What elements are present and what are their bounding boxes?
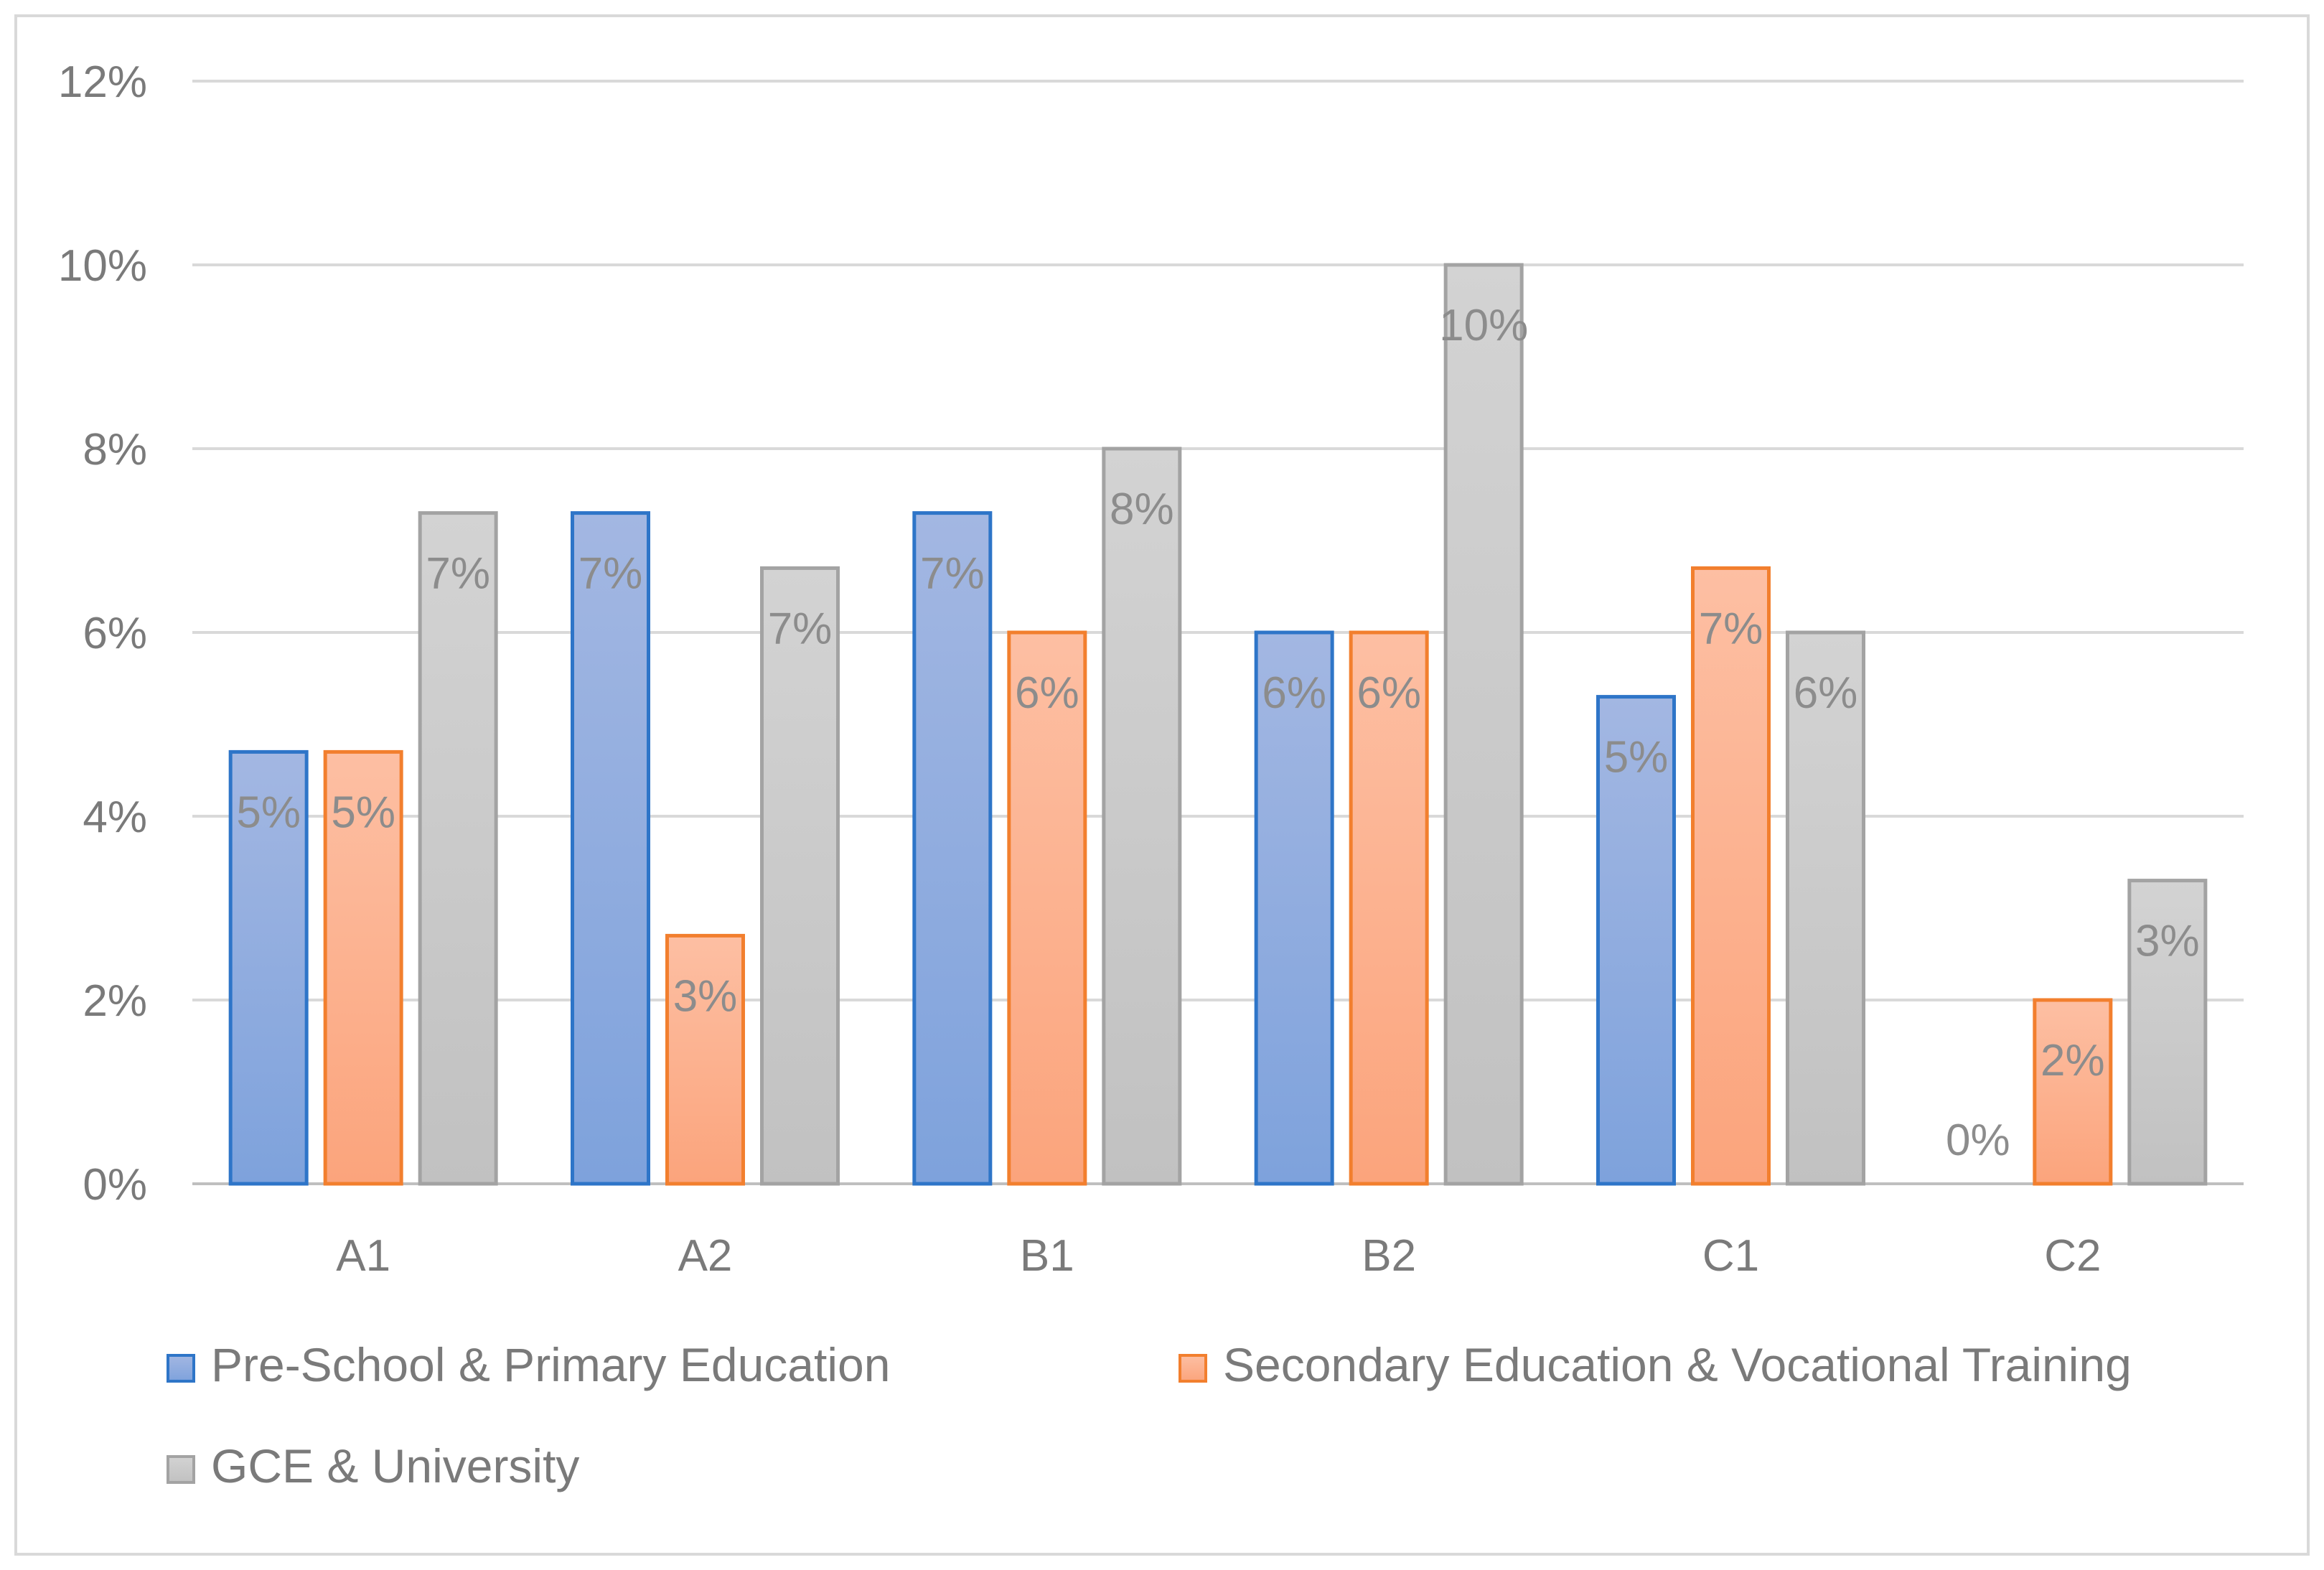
data-label: 5%: [331, 788, 395, 837]
y-tick-label: 4%: [83, 793, 147, 842]
bar: [1102, 447, 1182, 1186]
data-label: 6%: [1357, 668, 1421, 718]
bar: [1349, 630, 1429, 1186]
data-label: 7%: [920, 549, 985, 599]
data-label: 0%: [1946, 1116, 2010, 1165]
bar: [418, 511, 498, 1186]
bar: [2033, 998, 2113, 1186]
x-category-label: A2: [678, 1231, 733, 1281]
bar: [1007, 630, 1087, 1186]
legend-label: GCE & University: [211, 1439, 579, 1492]
legend-swatch: [167, 1354, 195, 1383]
data-label: 7%: [426, 549, 490, 599]
bar: [1596, 695, 1676, 1186]
legend-label: Pre-School & Primary Education: [211, 1338, 890, 1391]
x-category-label: C2: [2044, 1231, 2101, 1281]
legend-swatch: [1179, 1354, 1207, 1383]
data-label: 6%: [1794, 668, 1858, 718]
data-label: 7%: [768, 604, 833, 653]
y-tick-label: 6%: [83, 609, 147, 658]
bar: [912, 511, 993, 1186]
x-axis-categories: A1 A2 B1 B2 C1 C2: [336, 1231, 2101, 1281]
bar: [1691, 566, 1771, 1186]
bar: [1786, 630, 1865, 1186]
bar: [571, 511, 650, 1186]
data-label: 5%: [1604, 733, 1669, 782]
legend: Pre-School & Primary Education Secondary …: [167, 1338, 2132, 1492]
x-category-label: A1: [336, 1231, 390, 1281]
y-tick-label: 10%: [58, 241, 147, 291]
x-category-label: B1: [1020, 1231, 1074, 1281]
bar: [665, 933, 745, 1186]
bar: [2127, 879, 2208, 1186]
legend-swatch: [167, 1455, 195, 1484]
legend-label: Secondary Education & Vocational Trainin…: [1223, 1338, 2132, 1391]
y-tick-label: 2%: [83, 976, 147, 1026]
bar: [228, 749, 309, 1186]
data-label: 6%: [1262, 668, 1326, 718]
y-axis-ticks: 0% 2% 4% 6% 8% 10% 12%: [58, 57, 147, 1210]
data-labels: 5% 5% 7% 7% 3% 7% 7% 6% 8% 6% 6% 10% 5% 7% 6% 0% 2% 3%: [236, 301, 2199, 1165]
data-label: 6%: [1015, 668, 1079, 718]
bar: [760, 566, 840, 1186]
y-tick-label: 12%: [58, 57, 147, 107]
data-label: 5%: [236, 788, 301, 837]
bar: [323, 749, 403, 1186]
y-tick-label: 8%: [83, 425, 147, 475]
bars: [228, 263, 2208, 1186]
data-label: 3%: [673, 971, 738, 1021]
x-category-label: B2: [1362, 1231, 1416, 1281]
bar: [1254, 630, 1334, 1186]
x-category-label: C1: [1702, 1231, 1759, 1281]
data-label: 8%: [1110, 485, 1174, 534]
bar: [1443, 263, 1524, 1186]
data-label: 10%: [1439, 301, 1528, 350]
y-tick-label: 0%: [83, 1160, 147, 1210]
data-label: 2%: [2040, 1036, 2105, 1085]
data-label: 7%: [578, 549, 643, 599]
data-label: 3%: [2135, 917, 2200, 966]
gridlines: [192, 80, 2244, 1185]
data-label: 7%: [1699, 604, 1763, 653]
